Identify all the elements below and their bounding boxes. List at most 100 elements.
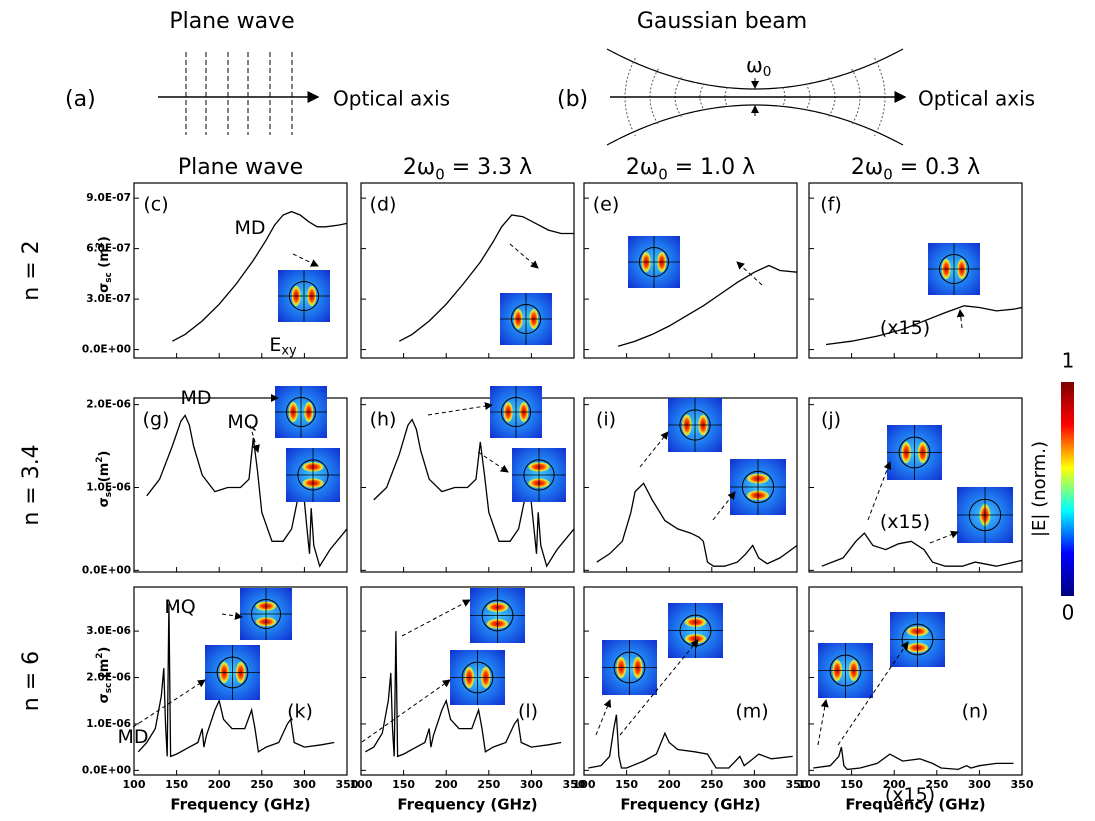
y-tick-label: 0.0E+00	[82, 344, 131, 356]
column-title: 2ω0 = 1.0 λ	[626, 155, 755, 183]
annotation: (x15)	[885, 784, 935, 806]
x-axis-label: Frequency (GHz)	[620, 796, 760, 814]
x-tick-label: 250	[250, 778, 273, 791]
y-axis-label: σsc (m2)	[94, 451, 113, 508]
column-title-part: 2ω	[403, 155, 435, 180]
y-axis-label-part: )	[97, 647, 112, 653]
colorbar-label: |E| (norm.)	[1029, 441, 1050, 537]
panel-label: (l)	[518, 701, 538, 723]
column-title-part: = 3.3 λ	[445, 155, 532, 180]
x-axis-label: Frequency (GHz)	[170, 796, 310, 814]
arrow	[249, 424, 260, 453]
column-title-part: 0	[435, 165, 445, 183]
panel-label: (h)	[370, 409, 397, 431]
panel-label: (g)	[143, 409, 170, 431]
waist-label: ω0	[746, 53, 771, 81]
annotation-part: E	[269, 334, 281, 356]
arrow	[361, 679, 451, 743]
panel-label: (m)	[735, 701, 768, 723]
curve	[588, 714, 793, 769]
arrow	[292, 253, 319, 267]
x-tick-label: 100	[798, 778, 821, 791]
diagram-title: Plane wave	[169, 9, 294, 34]
curve	[373, 418, 575, 568]
row-label: n = 2	[19, 240, 44, 300]
wavefront	[782, 87, 786, 107]
x-tick-label: 150	[615, 778, 638, 791]
x-tick-label: 300	[293, 778, 316, 791]
panel-label: (j)	[821, 409, 841, 431]
curve	[398, 214, 574, 342]
x-axis-label: Frequency (GHz)	[845, 796, 985, 814]
y-tick-label: 2.0E-06	[86, 672, 131, 684]
y-tick-label: 1.0E-06	[86, 481, 131, 493]
arrow	[712, 491, 736, 521]
curve	[596, 482, 798, 567]
beam-edge	[606, 48, 904, 90]
plot-frame	[583, 182, 798, 359]
x-tick-label: 200	[658, 778, 681, 791]
annotation: MD	[117, 726, 148, 748]
y-tick-label: 6.0E-07	[86, 243, 131, 255]
arrow	[509, 243, 539, 269]
x-tick-label: 200	[435, 778, 458, 791]
column-title-part: = 0.3 λ	[893, 155, 980, 180]
column-title-part: = 1.0 λ	[668, 155, 755, 180]
y-tick-label: 3.0E-06	[86, 625, 131, 637]
x-tick-label: 150	[392, 778, 415, 791]
arrow	[867, 461, 892, 521]
waist-label-part: ω	[746, 53, 763, 77]
column-title-part: 2ω	[626, 155, 658, 180]
x-tick-label: 100	[123, 778, 146, 791]
x-tick-label: 350	[1011, 778, 1034, 791]
axis-label: Optical axis	[918, 87, 1035, 111]
annotation-part: MD	[117, 726, 148, 748]
wavefront	[724, 87, 728, 107]
annotation-part: (x15)	[885, 784, 935, 806]
y-tick-label: 9.0E-07	[86, 192, 131, 204]
y-tick-label: 2.0E-06	[86, 399, 131, 411]
x-tick-label: 100	[573, 778, 596, 791]
column-title: 2ω0 = 0.3 λ	[851, 155, 980, 183]
curve	[825, 305, 1023, 346]
y-axis-label-part: sc	[103, 683, 113, 694]
y-tick-label: 0.0E+00	[82, 564, 131, 576]
y-tick-label: 0.0E+00	[82, 764, 131, 776]
colorbar-tick-label: 0	[1062, 601, 1075, 625]
panel-label: (i)	[596, 409, 616, 431]
panel-label: (c)	[143, 194, 168, 216]
x-axis-label: Frequency (GHz)	[397, 796, 537, 814]
curve	[617, 264, 798, 347]
column-title: 2ω0 = 3.3 λ	[403, 155, 532, 183]
annotation: (x15)	[880, 317, 930, 339]
row-label: n = 6	[19, 651, 44, 711]
x-tick-label: 300	[743, 778, 766, 791]
curve	[146, 414, 348, 568]
diagram-label: (a)	[65, 87, 96, 112]
annotation-part: MD	[234, 217, 265, 239]
arrow	[736, 261, 763, 286]
annotation: Exy	[269, 334, 297, 359]
arrow	[427, 402, 493, 416]
column-title-part: 2ω	[851, 155, 883, 180]
arrow	[221, 612, 243, 620]
arrow	[929, 530, 959, 544]
y-tick-label: 1.0E-06	[86, 718, 131, 730]
arrow	[401, 599, 471, 637]
diagram-label: (b)	[557, 87, 588, 112]
panel-label: (n)	[962, 701, 989, 723]
y-axis-label-part: )	[97, 451, 112, 457]
column-title: Plane wave	[178, 155, 303, 180]
curve	[171, 210, 348, 342]
x-tick-label: 150	[165, 778, 188, 791]
curve	[813, 746, 1014, 771]
arrow	[956, 309, 965, 329]
column-title-part: Plane wave	[178, 155, 303, 180]
arrow	[477, 451, 509, 473]
annotation-part: (x15)	[880, 511, 930, 533]
row-label: n = 3.4	[19, 444, 44, 525]
x-tick-label: 250	[925, 778, 948, 791]
arrow	[132, 679, 206, 728]
